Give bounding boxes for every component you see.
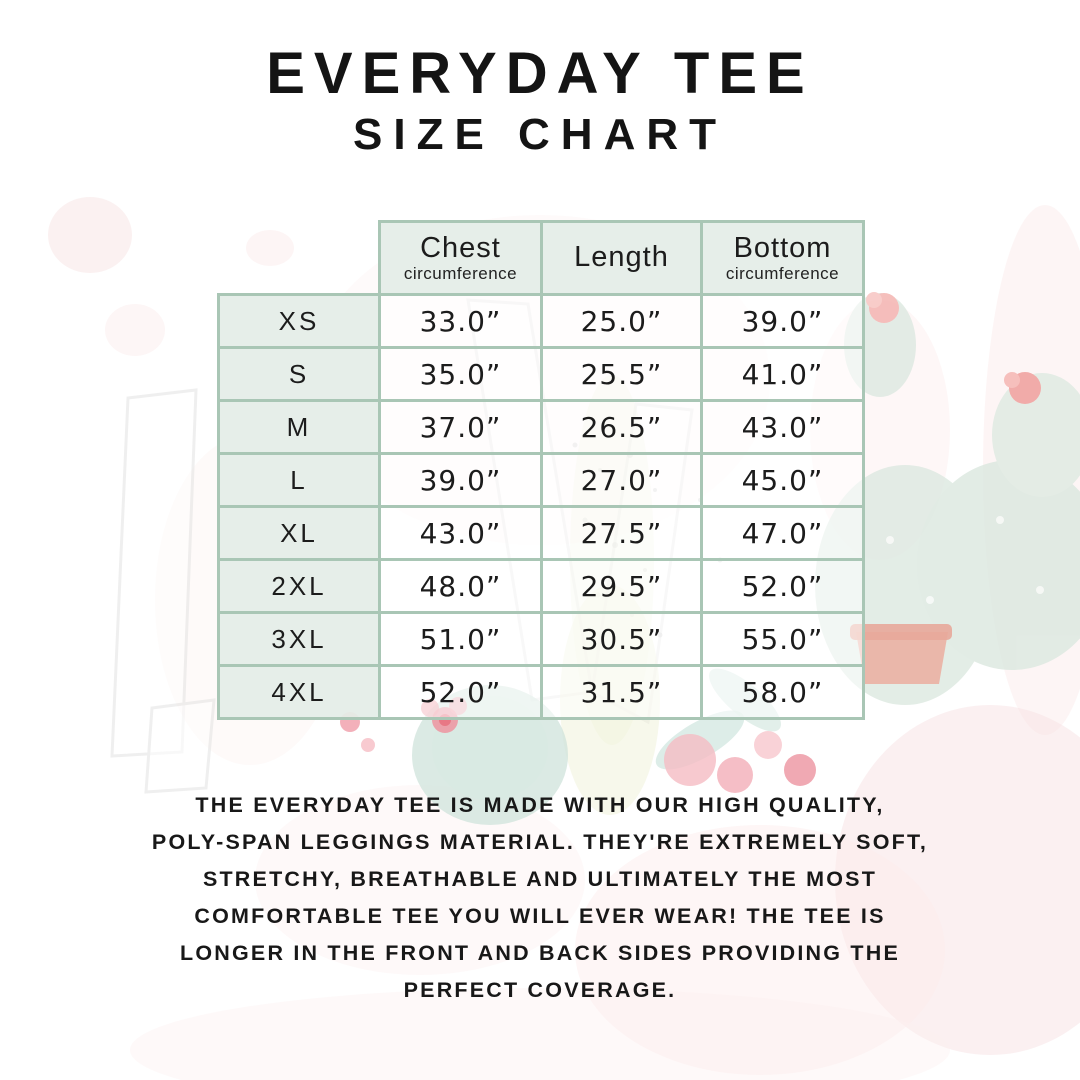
chest-value: 51.0” bbox=[378, 611, 543, 667]
description-line: COMFORTABLE TEE YOU WILL EVER WEAR! THE … bbox=[194, 904, 886, 928]
size-label: L bbox=[217, 452, 381, 508]
chest-value: 33.0” bbox=[378, 293, 543, 349]
chest-value: 43.0” bbox=[378, 505, 543, 561]
title-block: EVERYDAY TEE SIZE CHART bbox=[0, 41, 1080, 159]
length-value: 29.5” bbox=[540, 558, 703, 614]
page-subtitle: SIZE CHART bbox=[353, 109, 727, 159]
size-label: 2XL bbox=[217, 558, 381, 614]
bottom-value: 39.0” bbox=[700, 293, 865, 349]
length-value: 26.5” bbox=[540, 399, 703, 455]
size-label: XL bbox=[217, 505, 381, 561]
length-value: 31.5” bbox=[540, 664, 703, 720]
blank-header-cell bbox=[219, 222, 380, 295]
length-value: 27.0” bbox=[540, 452, 703, 508]
column-label: Length bbox=[574, 241, 669, 274]
page-title: EVERYDAY TEE bbox=[266, 41, 814, 106]
size-label: S bbox=[217, 346, 381, 402]
column-header-bottom: Bottom circumference bbox=[700, 220, 865, 296]
table-row-m: M 37.0” 26.5” 43.0” bbox=[217, 399, 865, 455]
column-sublabel: circumference bbox=[403, 264, 518, 284]
column-sublabel: circumference bbox=[725, 264, 840, 284]
table-row-xl: XL 43.0” 27.5” 47.0” bbox=[217, 505, 865, 561]
bottom-value: 58.0” bbox=[700, 664, 865, 720]
chest-value: 39.0” bbox=[378, 452, 543, 508]
length-value: 30.5” bbox=[540, 611, 703, 667]
column-label: Chest bbox=[420, 231, 501, 264]
length-value: 25.5” bbox=[540, 346, 703, 402]
description-line: PERFECT COVERAGE. bbox=[403, 978, 677, 1002]
size-label: 4XL bbox=[217, 664, 381, 720]
table-row-l: L 39.0” 27.0” 45.0” bbox=[217, 452, 865, 508]
product-description: THE EVERYDAY TEE IS MADE WITH OUR HIGH Q… bbox=[0, 787, 1080, 1009]
table-row-s: S 35.0” 25.5” 41.0” bbox=[217, 346, 865, 402]
description-line: POLY-SPAN LEGGINGS MATERIAL. THEY'RE EXT… bbox=[151, 830, 929, 854]
column-header-chest: Chest circumference bbox=[378, 220, 543, 296]
description-line: THE EVERYDAY TEE IS MADE WITH OUR HIGH Q… bbox=[195, 793, 885, 817]
bottom-value: 41.0” bbox=[700, 346, 865, 402]
bottom-value: 43.0” bbox=[700, 399, 865, 455]
column-header-length: Length bbox=[540, 220, 703, 296]
table-row-4xl: 4XL 52.0” 31.5” 58.0” bbox=[217, 664, 865, 720]
bottom-value: 45.0” bbox=[700, 452, 865, 508]
description-line: LONGER IN THE FRONT AND BACK SIDES PROVI… bbox=[180, 941, 900, 965]
chest-value: 48.0” bbox=[378, 558, 543, 614]
size-label: XS bbox=[217, 293, 381, 349]
table-row-3xl: 3XL 51.0” 30.5” 55.0” bbox=[217, 611, 865, 667]
table-row-2xl: 2XL 48.0” 29.5” 52.0” bbox=[217, 558, 865, 614]
length-value: 25.0” bbox=[540, 293, 703, 349]
size-chart-table: Chest circumference Length Bottom circum… bbox=[217, 220, 865, 720]
chest-value: 35.0” bbox=[378, 346, 543, 402]
column-label: Bottom bbox=[733, 231, 832, 264]
bottom-value: 47.0” bbox=[700, 505, 865, 561]
header-row: Chest circumference Length Bottom circum… bbox=[219, 220, 865, 296]
size-label: M bbox=[217, 399, 381, 455]
bottom-value: 55.0” bbox=[700, 611, 865, 667]
table-row-xs: XS 33.0” 25.0” 39.0” bbox=[217, 293, 865, 349]
chest-value: 52.0” bbox=[378, 664, 543, 720]
length-value: 27.5” bbox=[540, 505, 703, 561]
bottom-value: 52.0” bbox=[700, 558, 865, 614]
chest-value: 37.0” bbox=[378, 399, 543, 455]
description-line: STRETCHY, BREATHABLE AND ULTIMATELY THE … bbox=[202, 867, 878, 891]
size-label: 3XL bbox=[217, 611, 381, 667]
